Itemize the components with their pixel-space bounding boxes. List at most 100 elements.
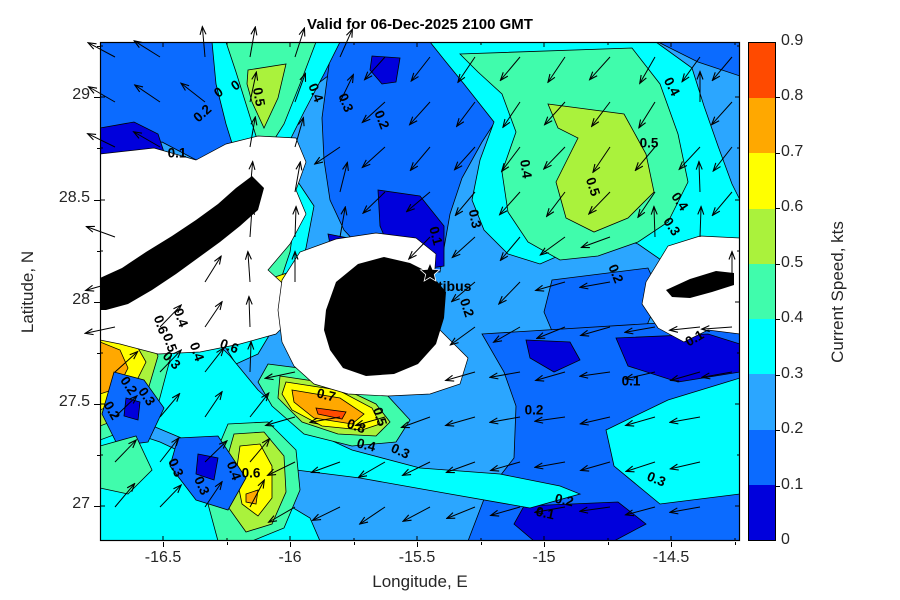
quiver-arrow xyxy=(135,85,161,103)
colorbar-segment xyxy=(749,43,775,99)
quiver-arrow xyxy=(582,236,611,247)
contour-label: 0.6 xyxy=(151,313,172,336)
contour-region xyxy=(547,103,655,233)
quiver-arrow xyxy=(702,327,733,329)
contour-region xyxy=(291,389,365,425)
colorbar-segment xyxy=(749,208,775,264)
quiver-arrow xyxy=(625,326,656,332)
contour-label: 0.3 xyxy=(335,91,356,114)
contour-region xyxy=(123,397,141,421)
contour-label: 0.2 xyxy=(553,491,574,510)
colorbar-tick-mark xyxy=(776,208,780,210)
quiver-arrow xyxy=(455,146,476,169)
quiver-arrow xyxy=(363,191,386,213)
contour-region xyxy=(195,453,219,481)
map-plot-area: 0.2 0 0 0.5 0.4 0.3 0.2 0.1 0.4 0.5 0.4 0.5 0.3 0.4 0.… xyxy=(99,41,741,542)
quiver-arrow xyxy=(714,146,733,171)
contour-region xyxy=(369,55,401,85)
contour-label: 0.3 xyxy=(191,474,213,498)
contour-label: 0.2 xyxy=(371,108,392,131)
quiver-arrow xyxy=(580,506,611,511)
quiver-arrow xyxy=(501,236,521,260)
quiver-arrow xyxy=(114,440,136,463)
quiver-arrow xyxy=(403,461,431,475)
x-tick-label: -14.5 xyxy=(652,549,690,566)
colorbar-tick-mark xyxy=(776,374,780,376)
quiver-arrow xyxy=(491,461,521,470)
colorbar-tick-label: 0 xyxy=(781,531,790,548)
quiver-arrow xyxy=(339,30,352,58)
quiver-arrow xyxy=(494,326,521,342)
quiver-arrow xyxy=(502,146,521,171)
contour-label: 0.6 xyxy=(242,466,261,481)
colorbar-tick-mark xyxy=(776,485,780,487)
plot-title: Valid for 06-Dec-2025 2100 GMT xyxy=(307,16,533,33)
quiver-arrow xyxy=(363,146,386,167)
contour-label: 0.4 xyxy=(517,159,535,180)
quiver-arrow xyxy=(204,302,222,328)
y-minor-tick xyxy=(97,148,100,149)
x-tick-label: -16 xyxy=(278,549,302,566)
quiver-arrow xyxy=(537,326,566,338)
quiver-arrow xyxy=(402,416,431,427)
contour-label: 0.4 xyxy=(224,459,245,482)
quiver-arrow xyxy=(453,236,476,257)
quiver-arrow xyxy=(89,87,116,103)
y-tick-label: 29 xyxy=(72,86,90,103)
quiver-arrow xyxy=(536,281,566,290)
contour-label: 0.7 xyxy=(315,386,337,405)
y-tick-label: 27.5 xyxy=(58,393,90,410)
contour-region xyxy=(100,435,153,495)
quiver-arrow xyxy=(589,191,611,214)
quiver-arrow xyxy=(626,461,656,471)
y-minor-tick xyxy=(97,353,100,354)
plot-frame xyxy=(99,41,741,542)
quiver-arrow xyxy=(411,146,431,170)
quiver-arrow xyxy=(249,117,255,148)
colorbar-tick-label: 0.5 xyxy=(781,253,804,271)
colorbar-tick-label: 0.1 xyxy=(781,475,804,493)
quiver-arrow xyxy=(407,191,431,211)
quiver-arrow xyxy=(671,461,701,469)
quiver-arrow xyxy=(365,56,386,79)
quiver-arrow xyxy=(204,257,221,283)
quiver-arrow xyxy=(581,461,611,470)
contour-region xyxy=(513,501,647,541)
x-minor-tick xyxy=(354,542,355,545)
quiver-arrow xyxy=(269,506,296,522)
x-tick-label: -15 xyxy=(532,549,556,566)
quiver-arrow xyxy=(626,506,656,515)
quiver-arrow xyxy=(682,56,701,81)
quiver-arrow xyxy=(457,101,476,126)
colorbar-tick-label: 0.6 xyxy=(781,198,804,216)
quiver-arrow xyxy=(268,461,296,475)
x-axis-label: Longitude, E xyxy=(372,572,468,591)
quiver-arrow xyxy=(447,506,476,518)
quiver-arrow xyxy=(89,43,116,58)
quiver-arrow xyxy=(499,281,521,304)
contour-label: 0.5 xyxy=(370,405,390,428)
quiver-arrow xyxy=(490,416,521,422)
x-tick-mark xyxy=(671,542,672,547)
quiver-arrow xyxy=(501,56,521,80)
y-tick-mark xyxy=(94,200,100,201)
quiver-arrow xyxy=(204,482,222,508)
quiver-arrow xyxy=(581,326,611,335)
quiver-arrow xyxy=(535,506,566,512)
contour-label: 0.4 xyxy=(187,340,208,363)
contour-region xyxy=(525,339,581,373)
contour-label: 0.5 xyxy=(640,136,659,151)
quiver-arrow xyxy=(640,56,656,83)
colorbar-segment xyxy=(749,374,775,430)
contour-region xyxy=(245,489,259,505)
quiver-arrow xyxy=(159,350,181,373)
contour-layer: 0.20 00.5 0.4 0.30.20.10.40.50.40.50.30.40.… xyxy=(100,42,740,541)
quiver-arrow xyxy=(159,485,181,508)
contour-region xyxy=(615,333,740,383)
quiver-arrow xyxy=(446,416,476,425)
quiver-arrow xyxy=(700,207,701,238)
quiver-arrow xyxy=(204,348,223,373)
y-tick-label: 27 xyxy=(72,495,90,512)
colorbar-tick-label: 0.4 xyxy=(781,309,804,327)
quiver-arrow xyxy=(250,162,253,193)
